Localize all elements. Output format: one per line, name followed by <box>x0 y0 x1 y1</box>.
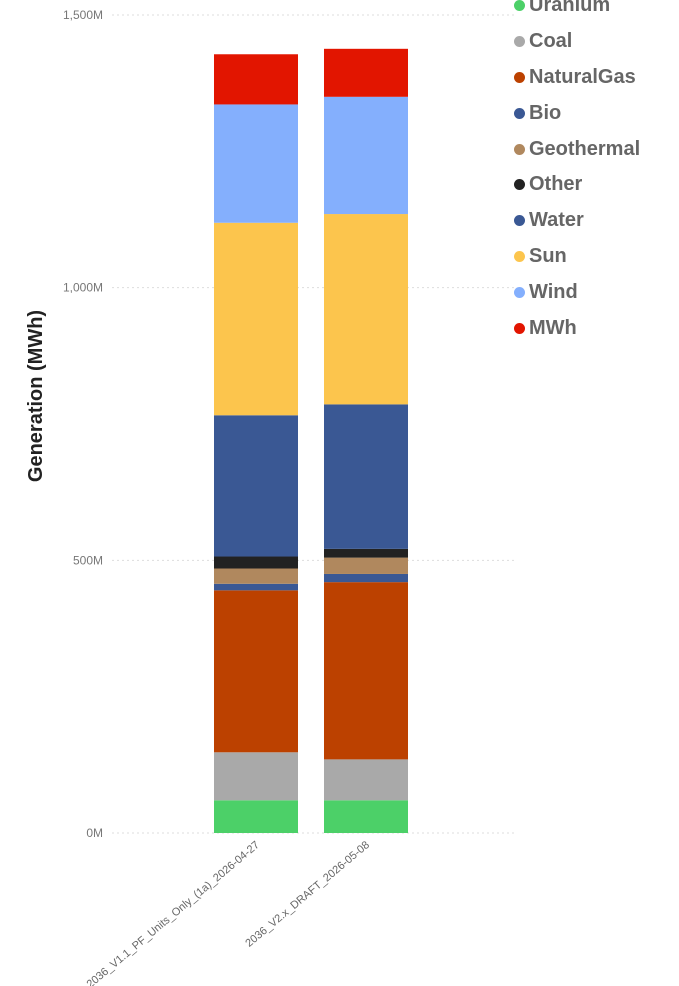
y-axis-ticks: 0M 500M 1,000M 1,500M <box>63 8 103 840</box>
x-tick-label: 2036_V1.1_PF_Units_Only_(1a)_2026-04-27 <box>85 839 262 986</box>
legend-item-naturalgas[interactable]: NaturalGas <box>514 60 679 96</box>
legend-label: Wind <box>529 280 578 303</box>
legend-dot-bio <box>514 107 525 119</box>
legend-dot-other <box>514 179 525 191</box>
bar-segment-sun[interactable] <box>214 222 298 416</box>
legend-label: Sun <box>529 244 567 267</box>
y-tick-label: 1,000M <box>63 281 103 295</box>
bars <box>214 48 408 833</box>
y-tick-label: 0M <box>86 826 103 840</box>
legend-label: Water <box>529 209 584 232</box>
x-tick-label: 2036_V2.x_DRAFT_2026-05-08 <box>243 839 372 950</box>
bar-segment-water[interactable] <box>214 583 298 591</box>
legend-item-bio[interactable]: Bio <box>514 95 679 131</box>
legend-dot-uranium <box>514 0 525 12</box>
legend-label: NaturalGas <box>529 65 636 88</box>
x-axis-ticks: 2036_V1.1_PF_Units_Only_(1a)_2026-04-272… <box>85 839 372 986</box>
legend-dot-mwh <box>514 322 525 334</box>
y-tick-label: 1,500M <box>63 8 103 22</box>
bar-segment-coal[interactable] <box>214 752 298 801</box>
bar-segment-wind[interactable] <box>214 104 298 223</box>
legend-label: Bio <box>529 101 562 124</box>
bar-segment-sun[interactable] <box>324 214 408 405</box>
legend-dot-coal <box>514 36 525 48</box>
bar-segment-mwh[interactable] <box>324 48 408 97</box>
legend-label: Coal <box>529 30 573 53</box>
bar-segment-naturalgas[interactable] <box>324 582 408 760</box>
legend-dot-geothermal <box>514 143 525 155</box>
y-tick-label: 500M <box>73 553 103 567</box>
legend-dot-naturalgas <box>514 71 525 83</box>
legend-dot-wind <box>514 286 525 298</box>
legend-dot-sun <box>514 250 525 262</box>
legend-item-wind[interactable]: Wind <box>514 274 679 310</box>
legend-item-uranium[interactable]: Uranium <box>514 0 679 24</box>
bar-segment-coal[interactable] <box>324 759 408 801</box>
legend-item-sun[interactable]: Sun <box>514 239 679 275</box>
bar-segment-water[interactable] <box>324 404 408 549</box>
bar-segment-mwh[interactable] <box>214 54 298 105</box>
legend-dot-water <box>514 215 525 227</box>
legend-item-geothermal[interactable]: Geothermal <box>514 131 679 167</box>
bar-segment-water[interactable] <box>324 573 408 583</box>
bar-segment-other[interactable] <box>324 548 408 558</box>
legend-item-mwh[interactable]: MWh <box>514 310 679 346</box>
legend: Uranium Coal NaturalGas Bio Geothermal O… <box>514 0 679 346</box>
legend-item-water[interactable]: Water <box>514 203 679 239</box>
grid-lines <box>112 14 515 834</box>
legend-label: Geothermal <box>529 137 641 160</box>
legend-label: Uranium <box>529 0 611 17</box>
legend-item-other[interactable]: Other <box>514 167 679 203</box>
legend-item-coal[interactable]: Coal <box>514 24 679 60</box>
bar-segment-geothermal[interactable] <box>214 568 298 584</box>
y-axis-label: Generation (MWh) <box>25 310 47 482</box>
legend-label: MWh <box>529 316 577 339</box>
bar-segment-water[interactable] <box>214 415 298 557</box>
bar-segment-naturalgas[interactable] <box>214 590 298 753</box>
bar-segment-uranium[interactable] <box>324 800 408 833</box>
bar-segment-geothermal[interactable] <box>324 557 408 574</box>
legend-label: Other <box>529 173 583 196</box>
bar-segment-uranium[interactable] <box>214 800 298 833</box>
bar-segment-wind[interactable] <box>324 96 408 215</box>
bar-segment-other[interactable] <box>214 556 298 569</box>
